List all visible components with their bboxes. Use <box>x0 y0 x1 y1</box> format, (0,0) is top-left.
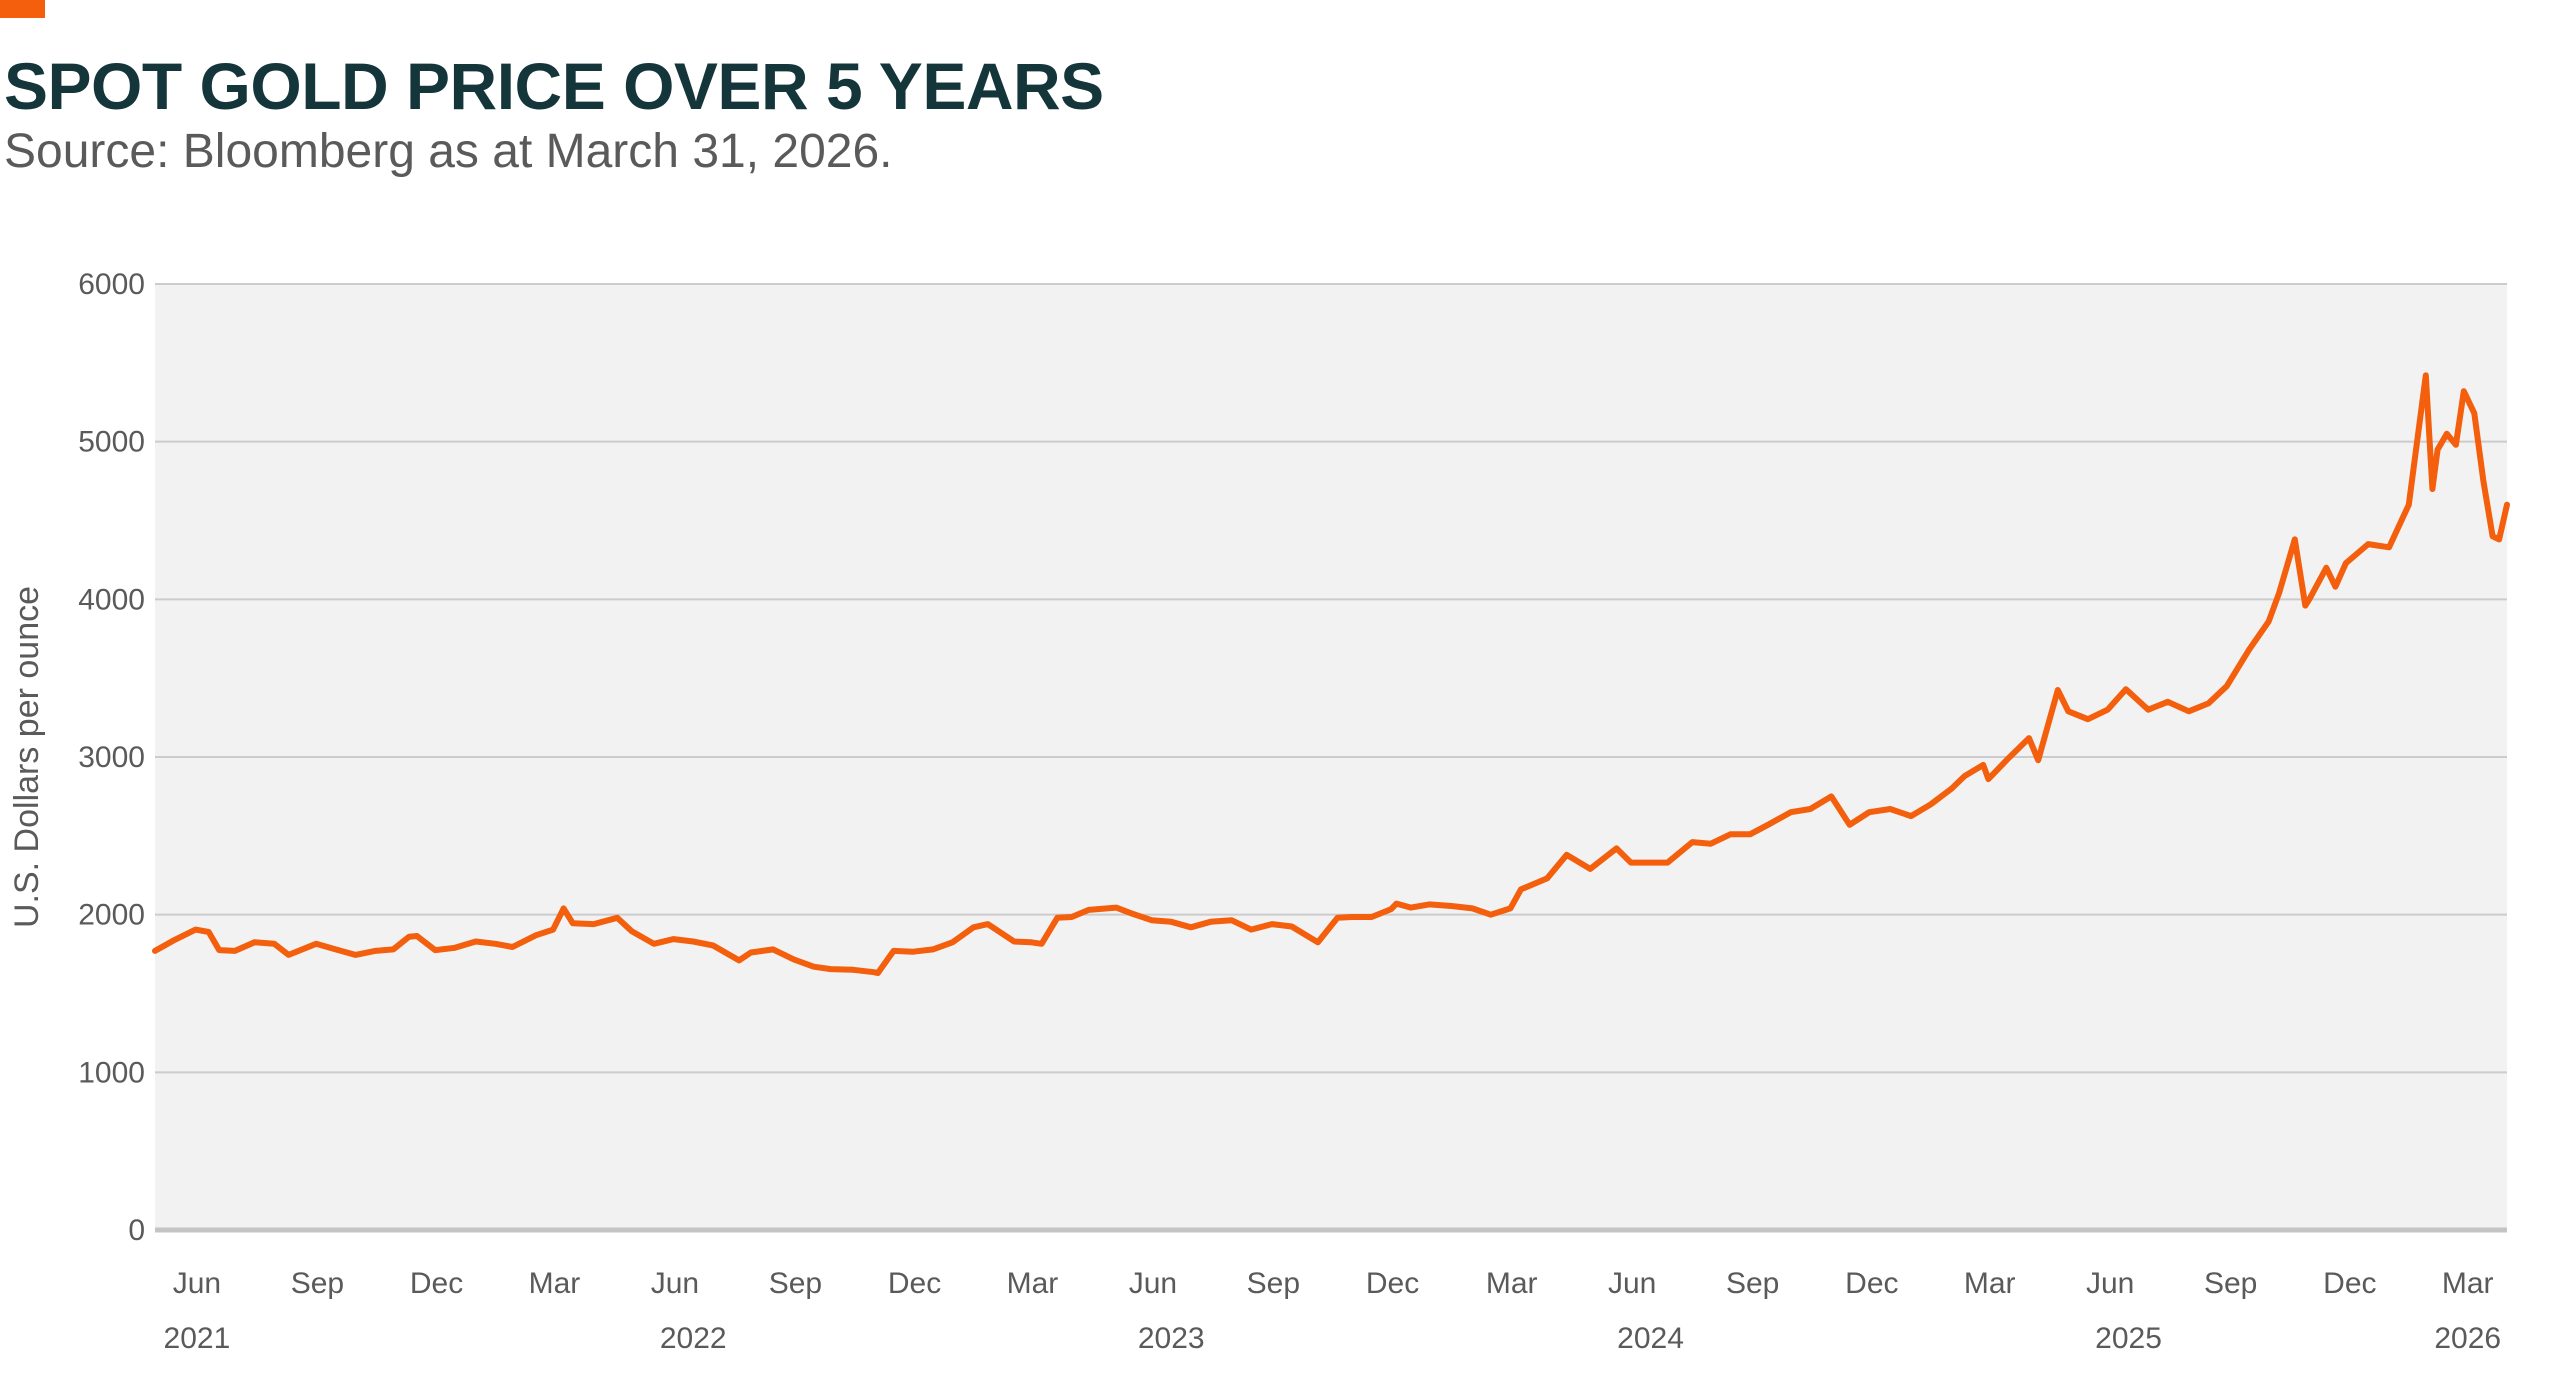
y-tick-label: 0 <box>128 1214 145 1247</box>
y-tick-label: 1000 <box>78 1056 145 1089</box>
x-year-label: 2026 <box>2434 1322 2501 1355</box>
x-tick-label: Jun <box>1608 1267 1656 1300</box>
x-tick-label: Dec <box>888 1267 941 1300</box>
y-tick-label: 6000 <box>78 268 145 301</box>
x-tick-label: Dec <box>410 1267 463 1300</box>
x-tick-label: Sep <box>769 1267 822 1300</box>
y-tick-label: 3000 <box>78 741 145 774</box>
x-year-label: 2021 <box>164 1322 231 1355</box>
x-tick-label: Jun <box>1129 1267 1177 1300</box>
x-tick-label: Sep <box>291 1267 344 1300</box>
x-tick-label: Dec <box>1845 1267 1898 1300</box>
x-tick-label: Dec <box>2323 1267 2376 1300</box>
x-tick-label: Mar <box>1964 1267 2016 1300</box>
x-year-label: 2025 <box>2095 1322 2162 1355</box>
y-tick-label: 2000 <box>78 899 145 932</box>
x-tick-label: Sep <box>2204 1267 2257 1300</box>
accent-bar <box>0 0 45 18</box>
x-axis-ticks: Jun Sep Dec Mar Jun Sep Dec Mar Jun Sep Dec Mar Jun S… <box>173 1267 2494 1300</box>
y-axis-ticks: 0 1000 2000 3000 4000 5000 6000 <box>78 268 145 1247</box>
y-tick-label: 5000 <box>78 426 145 459</box>
x-axis-years: 2021 2022 2023 2024 2025 2026 <box>164 1322 2502 1355</box>
chart-subtitle: Source: Bloomberg as at March 31, 2026. <box>4 125 893 178</box>
chart-title: SPOT GOLD PRICE OVER 5 YEARS <box>4 49 1104 123</box>
x-year-label: 2023 <box>1138 1322 1205 1355</box>
x-tick-label: Sep <box>1247 1267 1300 1300</box>
y-axis-title: U.S. Dollars per ounce <box>8 586 46 928</box>
x-tick-label: Mar <box>1007 1267 1059 1300</box>
x-tick-label: Jun <box>651 1267 699 1300</box>
x-tick-label: Mar <box>529 1267 581 1300</box>
x-tick-label: Mar <box>2442 1267 2494 1300</box>
x-tick-label: Dec <box>1366 1267 1419 1300</box>
x-year-label: 2022 <box>660 1322 727 1355</box>
x-tick-label: Sep <box>1726 1267 1779 1300</box>
x-tick-label: Jun <box>2086 1267 2134 1300</box>
x-tick-label: Jun <box>173 1267 221 1300</box>
x-year-label: 2024 <box>1617 1322 1684 1355</box>
y-tick-label: 4000 <box>78 583 145 616</box>
x-tick-label: Mar <box>1486 1267 1538 1300</box>
gridlines <box>155 283 2507 1233</box>
gold-price-line <box>152 372 2510 976</box>
